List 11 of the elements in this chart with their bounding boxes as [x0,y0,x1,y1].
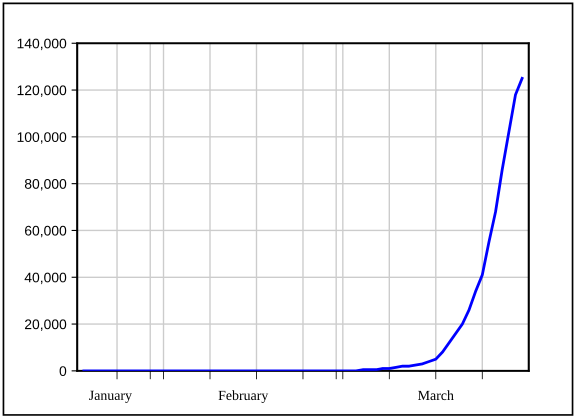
y-tick-label: 120,000 [18,85,66,97]
y-tick-label: 20,000 [24,319,66,331]
y-tick-label: 100,000 [18,132,66,144]
y-tick-label: 80,000 [24,178,66,190]
x-tick-label: March [418,390,454,400]
y-tick-label: 60,000 [24,226,66,238]
y-tick-label: 0 [60,366,66,376]
y-tick-label: 140,000 [18,38,66,50]
y-tick-label: 40,000 [24,272,66,284]
x-tick-label: February [218,390,268,403]
x-tick-label: January [89,390,132,403]
